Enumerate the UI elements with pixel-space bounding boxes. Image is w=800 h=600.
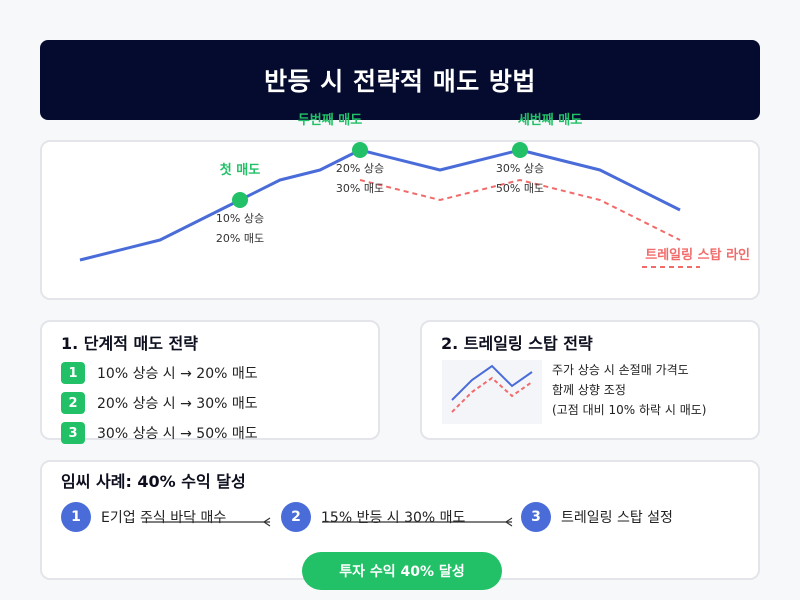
first-sell-label: 첫 매도: [220, 162, 260, 178]
trailing-title: 2. 트레일링 스탑 전략: [441, 334, 593, 353]
case-step-badge: 1: [61, 502, 91, 532]
step-item: 3 30% 상승 시 → 50% 매도: [61, 422, 258, 444]
step-number-badge: 1: [61, 362, 85, 384]
mini-price-line: [451, 364, 533, 401]
annotation-rise: 30% 상승: [496, 162, 544, 175]
step-text: 20% 상승 시 → 30% 매도: [97, 396, 258, 412]
page-title: 반등 시 전략적 매도 방법: [264, 67, 536, 96]
price-line: [79, 148, 681, 262]
step-number-badge: 2: [61, 392, 85, 414]
trailing-mini-chart: [442, 360, 542, 424]
title-banner: 반등 시 전략적 매도 방법: [40, 40, 760, 120]
step-item: 2 20% 상승 시 → 30% 매도: [61, 392, 258, 414]
third-sell-label: 세번째 매도: [518, 113, 582, 128]
case-step: 3 트레일링 스탑 설정: [521, 502, 673, 532]
step-number-badge: 3: [61, 422, 85, 444]
case-step-text: 트레일링 스탑 설정: [561, 510, 673, 526]
second-sell-label: 두번째 매도: [298, 113, 362, 128]
sell-point-second: [352, 142, 368, 158]
trailing-line: (고점 대비 10% 하락 시 매도): [552, 403, 707, 417]
case-step-badge: 3: [521, 502, 551, 532]
step-text: 10% 상승 시 → 20% 매도: [97, 366, 258, 382]
annotation-sell: 50% 매도: [496, 182, 544, 195]
annotation-rise: 20% 상승: [336, 162, 384, 175]
trailing-line: 함께 상향 조정: [552, 383, 626, 397]
case-arrow: [322, 517, 513, 527]
price-chart: 첫 매도 두번째 매도 세번째 매도 10% 상승 20% 매도 20% 상승 …: [79, 113, 750, 268]
sell-point-third: [512, 142, 528, 158]
result-badge: 투자 수익 40% 달성: [302, 552, 502, 590]
trailing-line: 주가 상승 시 손절매 가격도: [552, 363, 689, 377]
case-arrow: [142, 517, 271, 527]
trailing-strategy-card: 2. 트레일링 스탑 전략 주가 상승 시 손절매 가격도 함께 상향 조정 (…: [420, 320, 760, 440]
case-step-badge: 2: [281, 502, 311, 532]
annotation-sell: 20% 매도: [216, 232, 264, 245]
stepwise-strategy-card: 1. 단계적 매도 전략 1 10% 상승 시 → 20% 매도 2 20% 상…: [40, 320, 380, 444]
trailing-stop-label: 트레일링 스탑 라인: [645, 247, 750, 263]
stepwise-title: 1. 단계적 매도 전략: [61, 334, 198, 353]
annotation-sell: 30% 매도: [336, 182, 384, 195]
step-text: 30% 상승 시 → 50% 매도: [97, 426, 258, 442]
annotation-rise: 10% 상승: [216, 212, 264, 225]
sell-point-first: [232, 192, 248, 208]
mini-trailing-line: [451, 376, 533, 413]
case-study-card: 임씨 사례: 40% 수익 달성 1 E기업 주식 바닥 매수 2 15% 반등…: [40, 460, 760, 590]
trailing-stop-line: [359, 178, 681, 241]
case-title: 임씨 사례: 40% 수익 달성: [61, 472, 246, 491]
step-item: 1 10% 상승 시 → 20% 매도: [61, 362, 258, 384]
trailing-description: 주가 상승 시 손절매 가격도 함께 상향 조정 (고점 대비 10% 하락 시…: [552, 360, 752, 420]
